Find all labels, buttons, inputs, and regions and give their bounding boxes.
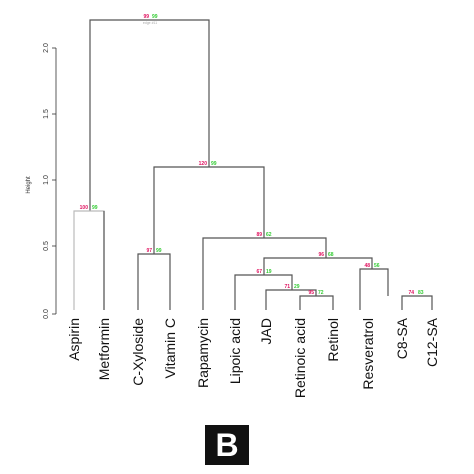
leaf-label-c12-sa: C12-SA bbox=[424, 317, 440, 367]
y-tick-label: 1.5 bbox=[43, 109, 50, 119]
leaf-label-rapamycin: Rapamycin bbox=[195, 318, 211, 388]
bp-value: 99 bbox=[211, 161, 217, 167]
branch-node-95 bbox=[299, 295, 334, 310]
bp-value: 62 bbox=[266, 232, 272, 238]
au-value: 96 bbox=[318, 252, 324, 258]
au-value: 67 bbox=[256, 269, 262, 275]
node-labels: 99 99 edge #11 100 99 120 99 97 99 89 62… bbox=[80, 14, 424, 296]
y-tick-label: 0.0 bbox=[43, 309, 50, 319]
bp-value: 68 bbox=[328, 252, 334, 258]
branch-node-96 bbox=[263, 257, 373, 275]
leaf-label-lipoic-acid: Lipoic acid bbox=[227, 318, 243, 384]
au-value: 95 bbox=[308, 290, 314, 296]
leaf-label-jad: JAD bbox=[258, 318, 274, 344]
y-tick-label: 1.0 bbox=[43, 175, 50, 185]
au-value: 100 bbox=[80, 205, 89, 211]
y-tick-label: 2.0 bbox=[43, 43, 50, 53]
bp-value: 83 bbox=[418, 290, 424, 296]
au-value: 89 bbox=[256, 232, 262, 238]
leaf-label-c8-sa: C8-SA bbox=[394, 317, 410, 359]
leaf-label-c-xyloside: C-Xyloside bbox=[130, 318, 146, 386]
bp-value: 99 bbox=[156, 248, 162, 254]
bp-value: 19 bbox=[266, 269, 272, 275]
bp-value: 99 bbox=[92, 205, 98, 211]
branch-node-71 bbox=[265, 289, 317, 310]
leaf-label-resveratrol: Resveratrol bbox=[360, 318, 376, 390]
branch-aspirin-metformin-left bbox=[73, 210, 105, 310]
branch-node-74 bbox=[401, 295, 433, 310]
leaf-label-retinol: Retinol bbox=[325, 318, 341, 362]
branch-cxyloside-vitaminc bbox=[137, 253, 171, 310]
au-value: 48 bbox=[364, 263, 370, 269]
y-axis-title: Height bbox=[26, 176, 32, 194]
au-value: 71 bbox=[284, 284, 290, 290]
y-tick-label: 0.5 bbox=[43, 241, 50, 251]
edge-label: edge #11 bbox=[143, 21, 157, 25]
leaf-labels: Aspirin Metformin C-Xyloside Vitamin C R… bbox=[66, 317, 440, 398]
y-axis: 0.0 0.5 1.0 1.5 2.0 Height bbox=[26, 43, 57, 319]
branch-node-48 bbox=[359, 268, 389, 310]
bp-value: 72 bbox=[318, 290, 324, 296]
tree-branches bbox=[73, 19, 433, 310]
panel-label-badge: B bbox=[205, 425, 249, 465]
leaf-label-aspirin: Aspirin bbox=[66, 318, 82, 361]
au-value: 97 bbox=[146, 248, 152, 254]
bp-value: 29 bbox=[294, 284, 300, 290]
leaf-label-retinoic-acid: Retinoic acid bbox=[292, 318, 308, 398]
au-value: 120 bbox=[199, 161, 208, 167]
leaf-label-metformin: Metformin bbox=[96, 318, 112, 380]
au-value: 74 bbox=[408, 290, 414, 296]
au-value: 99 bbox=[143, 14, 149, 20]
branch-root bbox=[89, 19, 210, 211]
leaf-label-vitamin-c: Vitamin C bbox=[162, 318, 178, 378]
branch-node-89 bbox=[202, 237, 327, 310]
branch-node-120 bbox=[153, 166, 265, 254]
bp-value: 99 bbox=[152, 14, 158, 20]
bp-value: 56 bbox=[374, 263, 380, 269]
branch-node-67 bbox=[234, 274, 293, 310]
